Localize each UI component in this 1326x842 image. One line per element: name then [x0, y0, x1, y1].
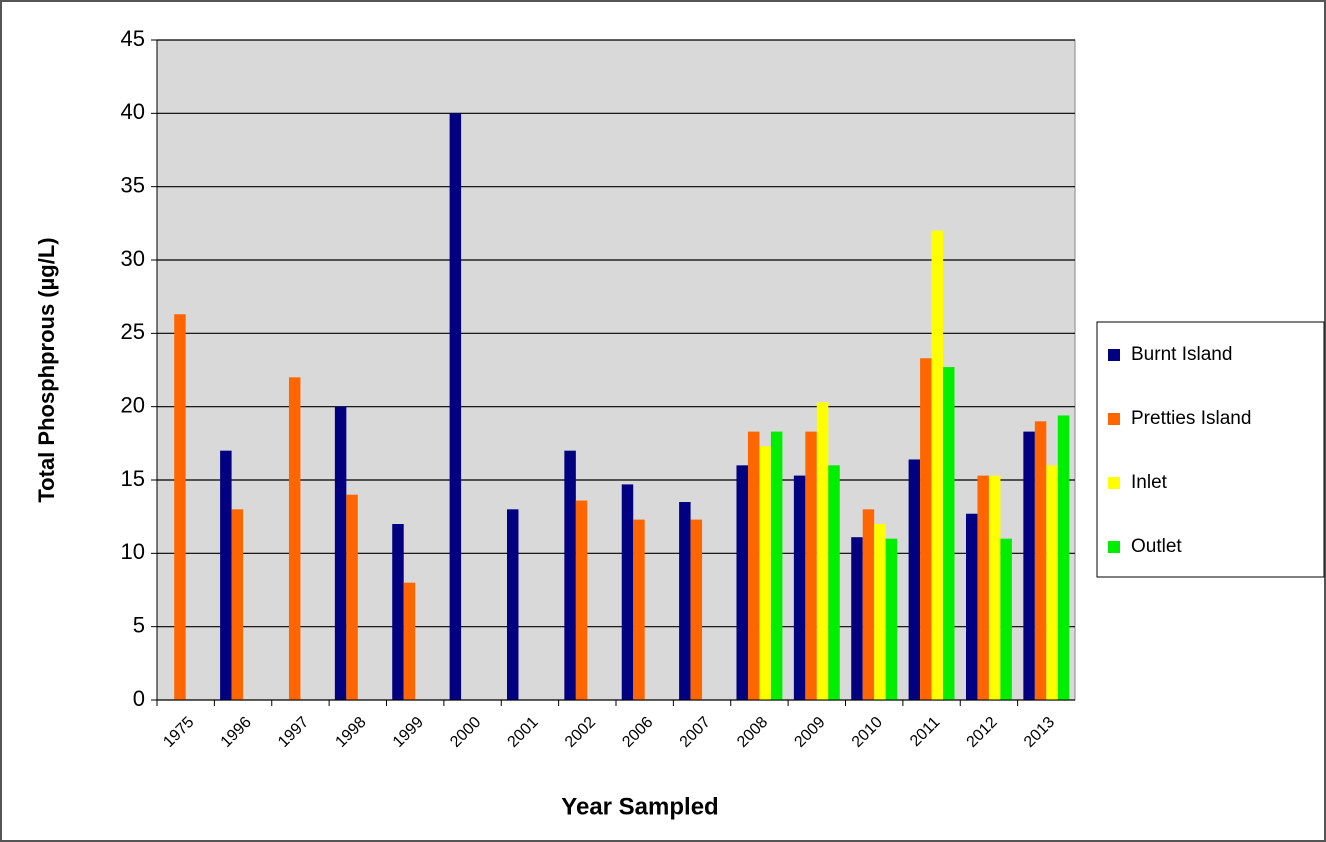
- bar: [621, 484, 634, 700]
- y-tick-label: 10: [121, 539, 145, 564]
- legend-label: Inlet: [1131, 472, 1168, 493]
- bar: [1034, 421, 1047, 700]
- bar: [403, 582, 416, 700]
- legend-swatch: [1108, 541, 1120, 553]
- bar: [220, 450, 232, 700]
- bar: [1057, 415, 1070, 700]
- bar: [506, 509, 519, 700]
- bar: [943, 367, 955, 700]
- bar: [988, 475, 1001, 700]
- bar: [931, 230, 944, 700]
- bar: [862, 509, 875, 700]
- bar: [747, 431, 760, 700]
- y-tick-label: 35: [121, 172, 145, 197]
- bar: [793, 475, 806, 700]
- legend-label: Burnt Island: [1131, 344, 1232, 365]
- legend-swatch: [1108, 413, 1120, 425]
- y-tick-label: 25: [121, 319, 145, 344]
- bar: [977, 475, 989, 700]
- x-axis-title: Year Sampled: [561, 793, 718, 820]
- bar: [174, 314, 186, 700]
- bar: [231, 509, 244, 700]
- bar: [1000, 538, 1012, 700]
- y-tick-label: 30: [121, 246, 145, 271]
- bar: [1023, 431, 1035, 700]
- bar: [908, 459, 921, 700]
- y-tick-label: 45: [121, 26, 145, 51]
- legend-label: Outlet: [1131, 536, 1182, 557]
- bar: [288, 377, 301, 700]
- bar: [1046, 465, 1058, 700]
- legend-swatch: [1108, 349, 1120, 361]
- bar: [334, 406, 347, 700]
- y-tick-label: 20: [121, 392, 145, 417]
- bar: [392, 524, 404, 700]
- bar: [564, 450, 576, 700]
- bar: [449, 113, 462, 701]
- y-tick-label: 15: [121, 466, 145, 491]
- bar: [575, 500, 588, 700]
- bar: [816, 402, 829, 700]
- bar: [759, 446, 771, 700]
- bar: [828, 465, 840, 700]
- bar: [805, 431, 817, 700]
- bar: [679, 502, 691, 700]
- y-tick-label: 0: [133, 686, 145, 711]
- bar: [633, 519, 645, 700]
- bar: [770, 431, 783, 700]
- bar: [690, 519, 703, 700]
- y-tick-label: 5: [133, 612, 145, 637]
- bar: [851, 537, 863, 700]
- y-tick-label: 40: [121, 99, 145, 124]
- bar: [346, 494, 358, 700]
- bar: [965, 513, 978, 700]
- legend-label: Pretties Island: [1131, 408, 1251, 429]
- y-axis-title: Total Phosphprous (µg/L): [34, 237, 59, 502]
- bar: [920, 358, 932, 700]
- bar: [874, 524, 886, 700]
- bar: [736, 465, 748, 700]
- legend-swatch: [1108, 477, 1120, 489]
- bar: [885, 538, 898, 700]
- legend: [1096, 321, 1325, 578]
